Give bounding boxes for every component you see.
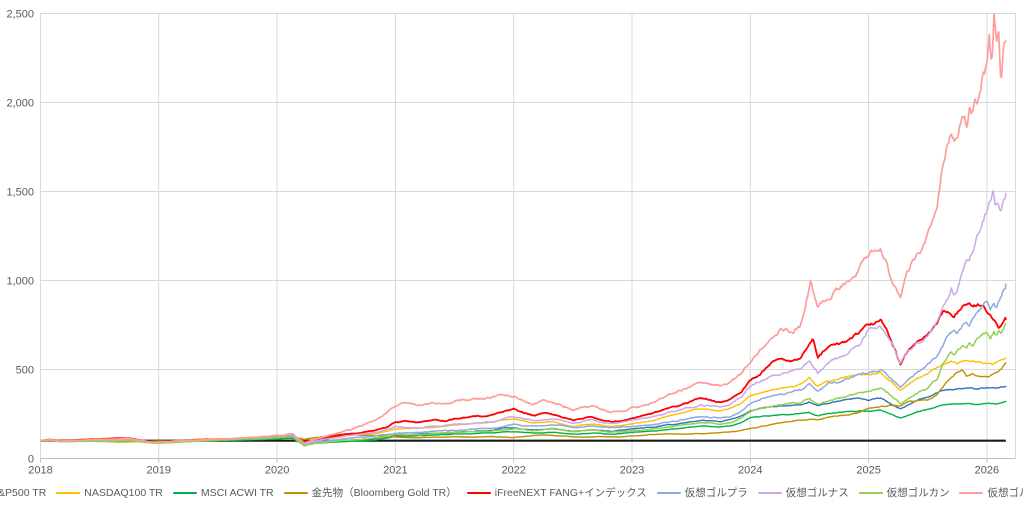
legend-label-8: 仮想ゴルファン xyxy=(987,487,1024,499)
legend-item-2: MSCI ACWI TR xyxy=(172,486,274,499)
legend-item-1: NASDAQ100 TR xyxy=(56,487,163,499)
legend-line-swatch-6 xyxy=(757,491,782,494)
legend-line-swatch-5 xyxy=(656,491,681,494)
legend-line-swatch-2 xyxy=(172,491,197,494)
legend-label-0: S&P500 TR xyxy=(0,486,47,499)
legend-item-3: 金先物（Bloomberg Gold TR） xyxy=(283,485,457,500)
series-line-8 xyxy=(40,13,1007,445)
legend-line-swatch-4 xyxy=(466,491,491,494)
y-axis-label-0: 0 xyxy=(28,454,34,466)
legend-label-2: MSCI ACWI TR xyxy=(200,486,274,499)
legend-item-8: 仮想ゴルファン xyxy=(959,485,1024,500)
legend-line-swatch-3 xyxy=(283,491,308,494)
legend-item-4: iFreeNEXT FANG+インデックス xyxy=(466,485,647,500)
legend-label-5: 仮想ゴルプラ xyxy=(684,487,748,499)
y-axis-label-2500: 2,500 xyxy=(6,9,34,21)
legend-line-swatch-8 xyxy=(959,491,984,494)
y-axis-label-1000: 1,000 xyxy=(6,276,34,288)
y-axis-label-2000: 2,000 xyxy=(6,98,34,110)
chart-legend: S&P500 TR NASDAQ100 TR MSCI ACWI TR 金先物（Blo… xyxy=(0,485,1024,500)
x-axis-label-2021: 2021 xyxy=(383,465,407,477)
axis-labels: 0 500 1,000 1,500 2,000 2,500 2018 2019 2020 2021… xyxy=(6,9,999,477)
x-axis-label-2025: 2025 xyxy=(856,465,880,477)
series-line-6 xyxy=(40,189,1007,445)
legend-label-6: 仮想ゴルナス xyxy=(785,487,849,499)
legend-item-7: 仮想ゴルカン xyxy=(858,485,950,500)
legend-item-0: S&P500 TR xyxy=(0,487,46,499)
x-axis-label-2026: 2026 xyxy=(975,465,999,477)
x-axis-label-2024: 2024 xyxy=(738,465,762,477)
series-lines xyxy=(40,13,1007,447)
y-axis-label-500: 500 xyxy=(16,365,34,377)
legend-label-7: 仮想ゴルカン xyxy=(886,487,950,499)
series-line-7 xyxy=(40,322,1007,447)
legend-line-swatch-7 xyxy=(858,491,883,494)
legend-label-1: NASDAQ100 TR xyxy=(84,486,163,499)
gridlines xyxy=(40,13,1016,459)
y-axis-label-1500: 1,500 xyxy=(6,187,34,199)
legend-label-3: 金先物（Bloomberg Gold TR） xyxy=(311,487,457,499)
legend-item-5: 仮想ゴルプラ xyxy=(656,485,748,500)
x-axis-label-2020: 2020 xyxy=(265,465,289,477)
x-axis-label-2023: 2023 xyxy=(620,465,644,477)
series-line-0 xyxy=(40,385,1007,445)
series-line-4 xyxy=(40,302,1007,444)
legend-line-swatch-1 xyxy=(56,491,81,494)
legend-label-4: iFreeNEXT FANG+インデックス xyxy=(494,487,647,499)
x-axis-label-2022: 2022 xyxy=(501,465,525,477)
x-axis-label-2019: 2019 xyxy=(147,465,171,477)
x-axis-label-2018: 2018 xyxy=(28,465,52,477)
x-axis xyxy=(40,458,1016,463)
legend-item-6: 仮想ゴルナス xyxy=(757,485,849,500)
series-line-2 xyxy=(40,400,1007,446)
